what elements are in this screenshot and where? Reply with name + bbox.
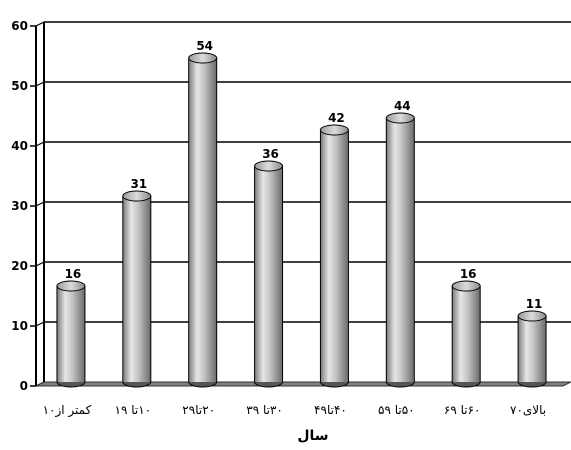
x-tick-label: ۵۰تا ۵۹ (378, 403, 415, 417)
y-tick-label: 30 (11, 199, 28, 213)
floor-plane (35, 381, 571, 387)
data-label: 44 (394, 99, 411, 113)
data-label: 42 (328, 111, 345, 125)
y-tick-label: 20 (11, 259, 28, 273)
data-label: 54 (196, 39, 213, 53)
y-tick-label: 60 (11, 19, 28, 33)
y-tick-label: 50 (11, 79, 28, 93)
gridlines (35, 21, 571, 387)
data-labels: 16 31 54 36 42 44 16 11 (65, 39, 543, 311)
bar (385, 112, 415, 388)
bar (451, 280, 481, 388)
bar (56, 280, 86, 388)
x-tick-label: ۶۰تا ۶۹ (444, 403, 481, 417)
gridline-side (35, 321, 45, 327)
bar (254, 160, 284, 388)
bar (188, 52, 218, 388)
gridline-side (35, 261, 45, 267)
gridline-side (35, 141, 45, 147)
y-axis-ticks: 0 10 20 30 40 50 60 (11, 19, 36, 393)
x-axis-title: سال (297, 428, 328, 444)
data-label: 31 (130, 177, 147, 191)
x-axis-ticks: کمتر از۱۰ ۱۰تا ۱۹ ۲۰تا۲۹ ۳۰تا ۳۹ ۴۰تا۴۹ ۵۰تا … (43, 403, 547, 418)
x-tick-label: ۴۰تا۴۹ (314, 403, 347, 417)
bar (517, 310, 547, 388)
data-label: 16 (65, 267, 82, 281)
bar (319, 124, 349, 388)
y-tick-label: 0 (20, 379, 28, 393)
data-label: 36 (262, 147, 279, 161)
y-tick-label: 10 (11, 319, 28, 333)
bar (122, 190, 152, 388)
gridline-side (35, 201, 45, 207)
x-tick-label: کمتر از۱۰ (43, 403, 92, 418)
data-label: 16 (460, 267, 477, 281)
x-tick-label: ۲۰تا۲۹ (182, 403, 215, 417)
gridline-side (35, 21, 45, 27)
x-tick-label: ۱۰تا ۱۹ (115, 403, 152, 417)
y-tick-label: 40 (11, 139, 28, 153)
bars (56, 52, 547, 388)
x-tick-label: ۳۰تا ۳۹ (246, 403, 283, 417)
gridline-side (35, 81, 45, 87)
data-label: 11 (526, 297, 543, 311)
chart-floor (35, 381, 571, 387)
x-tick-label: بالای۷۰ (510, 403, 546, 417)
